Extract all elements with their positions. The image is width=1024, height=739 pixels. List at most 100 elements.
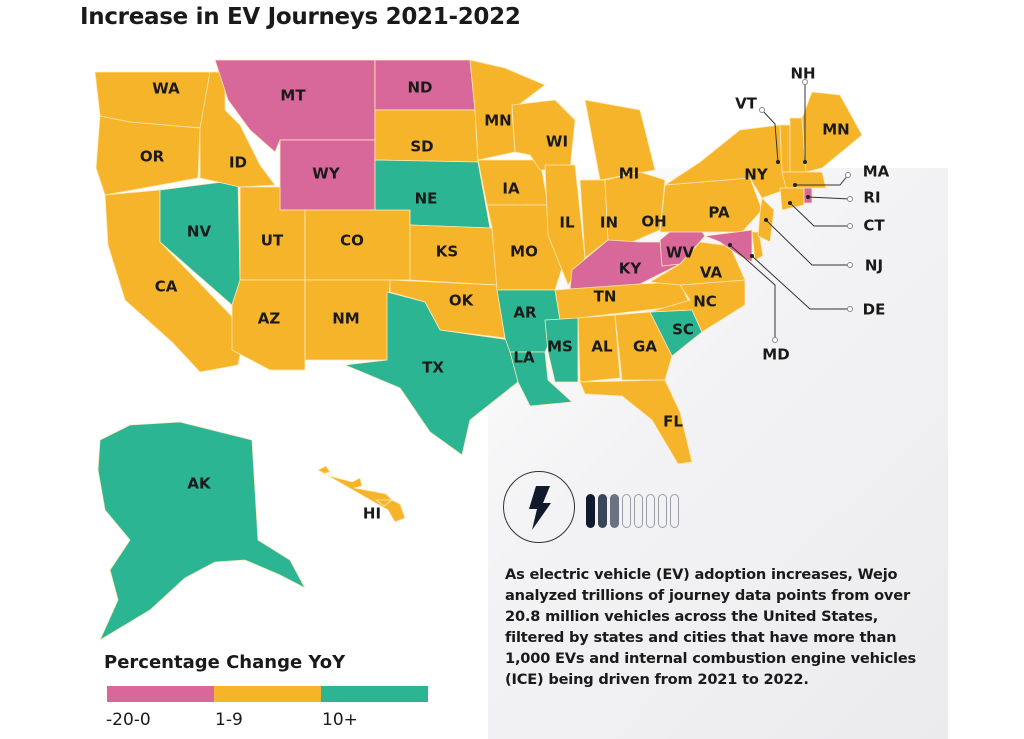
state-label-ma: MA — [863, 163, 890, 181]
state-label-ar: AR — [513, 304, 537, 322]
battery-level-indicator — [586, 494, 679, 528]
state-label-ia: IA — [502, 180, 520, 198]
state-hi — [317, 465, 406, 523]
state-ct — [779, 187, 805, 211]
state-label-de: DE — [863, 301, 886, 319]
state-label-nm: NM — [332, 310, 359, 328]
leader-dot — [847, 262, 853, 268]
state-label-ks: KS — [436, 243, 458, 261]
state-vt — [779, 124, 791, 173]
state-label-mt: MT — [280, 87, 306, 105]
state-label-ok: OK — [449, 292, 475, 310]
state-label-vt: VT — [735, 95, 758, 113]
leader-dot — [788, 201, 792, 205]
state-label-ca: CA — [155, 278, 178, 296]
legend-label-low: 1-9 — [215, 710, 243, 730]
leader-dot — [776, 160, 780, 164]
leader-dot — [759, 107, 765, 113]
leader-line-md — [729, 244, 776, 340]
leader-line-ri — [807, 196, 851, 200]
state-label-or: OR — [140, 148, 165, 166]
state-label-az: AZ — [258, 310, 281, 328]
state-label-la: LA — [513, 349, 535, 367]
state-label-va: VA — [700, 264, 723, 282]
battery-segment — [634, 494, 643, 528]
leader-dot — [847, 196, 853, 202]
leader-line-vt — [761, 109, 779, 163]
leader-dot — [750, 254, 754, 258]
description-text: As electric vehicle (EV) adoption increa… — [505, 566, 917, 688]
state-label-ut: UT — [261, 232, 284, 250]
leader-dot — [806, 195, 810, 199]
state-de — [751, 231, 764, 261]
leader-dot — [845, 172, 851, 178]
state-label-sc: SC — [672, 321, 694, 339]
state-nc — [649, 279, 746, 333]
page-title: Increase in EV Journeys 2021-2022 — [80, 4, 521, 30]
state-label-al: AL — [591, 338, 613, 356]
state-label-ri: RI — [863, 189, 880, 207]
battery-segment — [586, 494, 595, 528]
leader-dot — [803, 160, 807, 164]
state-label-pa: PA — [708, 204, 730, 222]
state-label-ct: CT — [863, 217, 885, 235]
leader-dot — [728, 243, 732, 247]
state-mi — [584, 99, 656, 181]
state-label-sd: SD — [410, 138, 433, 156]
state-ma — [781, 171, 827, 189]
leader-line-de — [751, 255, 850, 310]
state-label-tn: TN — [594, 288, 617, 306]
battery-segment — [610, 494, 619, 528]
legend-swatch-low — [214, 686, 321, 702]
state-al — [577, 314, 621, 383]
battery-segment — [658, 494, 667, 528]
battery-segment — [646, 494, 655, 528]
state-label-in: IN — [600, 214, 618, 232]
state-label-wi: WI — [546, 133, 568, 151]
ev-bolt-icon — [503, 471, 575, 543]
state-la — [509, 351, 573, 407]
state-label-hi: HI — [363, 505, 381, 523]
state-label-mn: MN — [484, 112, 511, 130]
state-label-il: IL — [559, 214, 575, 232]
legend-title: Percentage Change YoY — [104, 652, 346, 673]
battery-segment — [670, 494, 679, 528]
state-label-ak: AK — [187, 475, 212, 493]
state-label-wy: WY — [312, 165, 341, 183]
state-label-mo: MO — [510, 243, 538, 261]
state-or — [95, 115, 201, 196]
state-label-nj: NJ — [865, 257, 883, 275]
battery-segment — [598, 494, 607, 528]
legend-swatch-negative — [107, 686, 214, 702]
legend-label-negative: -20-0 — [106, 710, 151, 730]
state-label-ky: KY — [619, 260, 643, 278]
state-ak — [97, 421, 306, 641]
state-label-ne: NE — [415, 190, 438, 208]
leader-dot — [793, 183, 797, 187]
state-label-id: ID — [229, 154, 247, 172]
state-label-ny: NY — [744, 166, 769, 184]
state-oh — [604, 171, 666, 246]
state-label-nv: NV — [187, 223, 212, 241]
state-label-nd: ND — [407, 79, 432, 97]
state-label-nc: NC — [693, 293, 717, 311]
state-ga — [614, 311, 673, 381]
legend-label-high: 10+ — [322, 710, 358, 730]
state-label-me: MN — [822, 121, 849, 139]
leader-dot — [772, 337, 778, 343]
state-label-wv: WV — [666, 244, 695, 262]
state-fl — [579, 379, 693, 465]
state-label-oh: OH — [641, 213, 666, 231]
state-label-ms: MS — [547, 338, 573, 356]
state-tx — [343, 291, 519, 456]
leader-dot — [847, 223, 853, 229]
state-label-fl: FL — [663, 413, 683, 431]
battery-segment — [622, 494, 631, 528]
state-label-wa: WA — [152, 80, 180, 98]
leader-line-nj — [765, 219, 850, 266]
state-label-tx: TX — [422, 359, 444, 377]
leader-line-ct — [789, 202, 850, 227]
state-label-md: MD — [762, 346, 789, 364]
leader-dot — [802, 79, 808, 85]
